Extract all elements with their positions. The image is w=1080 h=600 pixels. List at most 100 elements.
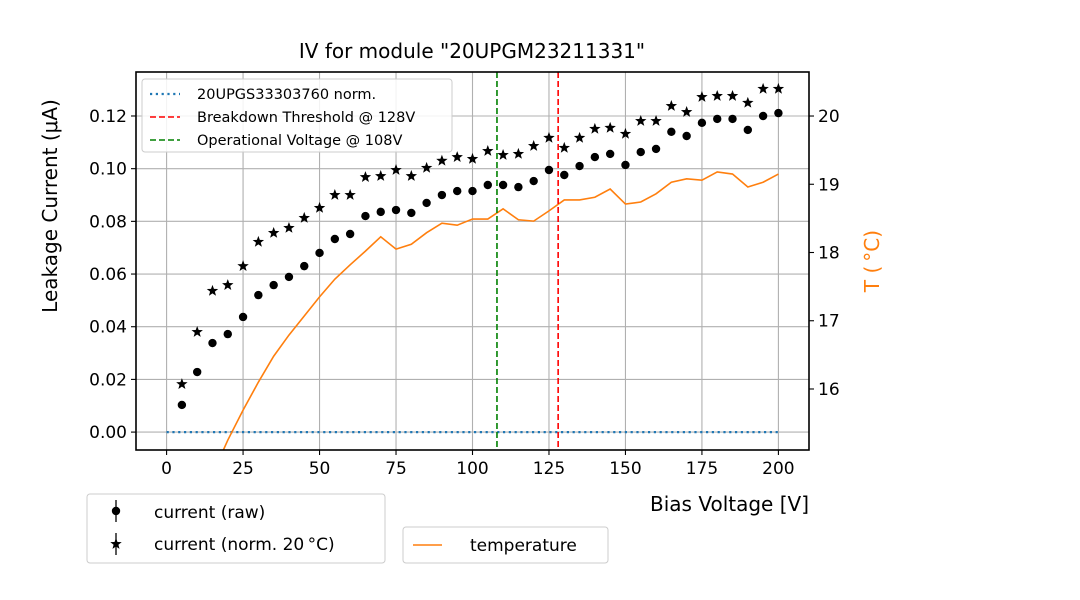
raw-current-point (453, 186, 462, 196)
y-tick-label: 0.12 (89, 107, 127, 127)
raw-current-point (376, 207, 385, 217)
raw-current-point (269, 280, 278, 290)
raw-current-point (422, 198, 431, 208)
legend-lower-left: current (raw) current (norm. 20 °C) (86, 493, 386, 564)
raw-current-point (177, 400, 187, 410)
raw-current-point (605, 149, 615, 159)
raw-current-point (300, 261, 309, 271)
legend-marker-norm (110, 533, 122, 555)
y-tick-label: 0.02 (89, 370, 127, 390)
legend-label-reference: 20UPGS33303760 norm. (197, 87, 376, 103)
legend-label-temperature: temperature (470, 536, 577, 556)
raw-current-point (437, 190, 447, 200)
norm-current-point (696, 91, 708, 102)
raw-current-point (468, 186, 477, 196)
legend-label-breakdown: Breakdown Threshold @ 128V (197, 110, 415, 126)
raw-current-point (697, 118, 707, 128)
raw-current-point (330, 234, 340, 244)
x-tick-label: 25 (232, 459, 254, 479)
legend-lower-right: temperature (402, 526, 609, 564)
norm-current-point (527, 140, 540, 151)
raw-current-point (774, 108, 783, 118)
norm-current-point (344, 189, 356, 200)
raw-current-point (636, 147, 645, 157)
y-tick-label: 0.10 (89, 160, 127, 180)
raw-current-point (254, 290, 263, 300)
norm-current-point (252, 235, 265, 247)
norm-current-point (711, 89, 723, 101)
y-tick-label: 0.08 (89, 212, 127, 232)
norm-current-point (420, 161, 433, 173)
x-tick-label: 150 (609, 459, 641, 479)
y2-tick-label: 17 (818, 312, 840, 332)
legend-lower-right-frame (402, 526, 609, 564)
norm-current-point (298, 211, 310, 223)
raw-current-point (315, 248, 324, 258)
norm-current-point (482, 145, 494, 156)
norm-current-point (375, 170, 387, 181)
y-tick-label: 0.00 (89, 423, 127, 443)
data-layer (166, 72, 785, 450)
raw-current-point (758, 111, 768, 121)
norm-current-point (742, 96, 754, 108)
norm-current-point (191, 325, 203, 337)
norm-current-point (359, 171, 372, 182)
norm-current-point (390, 163, 402, 175)
raw-current-point (682, 131, 691, 141)
norm-current-point (635, 115, 647, 126)
raw-current-point (544, 165, 554, 175)
raw-current-point (575, 161, 584, 171)
norm-current-point (497, 148, 509, 160)
y2-axis-label: T ( °C) (860, 230, 884, 293)
legend-label-raw: current (raw) (154, 503, 265, 523)
x-tick-label: 50 (309, 459, 331, 479)
raw-current-point (728, 114, 737, 124)
raw-current-point (590, 152, 600, 162)
raw-current-point (713, 114, 722, 124)
raw-current-point (223, 329, 232, 339)
y-tick-label: 0.04 (89, 318, 127, 338)
chart-title: IV for module "20UPGM23211331" (299, 39, 645, 63)
legend-marker-raw (111, 500, 121, 522)
x-tick-label: 0 (161, 459, 172, 479)
raw-current-point (483, 180, 492, 190)
y2-tick-label: 18 (818, 244, 840, 264)
norm-current-point (604, 121, 616, 133)
raw-current-point (743, 125, 753, 135)
legend-label-operational: Operational Voltage @ 108V (197, 133, 402, 149)
raw-current-point (391, 205, 401, 215)
norm-current-point (619, 127, 632, 139)
ticks: 0 25 50 75 100 125 150 175 200 0.00 0.02 0.04 0.06 0.… (89, 107, 840, 479)
norm-current-point (665, 99, 678, 111)
x-tick-label: 125 (533, 459, 565, 479)
raw-current-point (498, 180, 508, 190)
x-tick-label: 175 (686, 459, 718, 479)
norm-current-point (680, 106, 693, 117)
raw-current-point (361, 211, 370, 221)
y-axis-label: Leakage Current (μA) (38, 99, 62, 313)
raw-current-point (667, 127, 676, 136)
norm-current-point (313, 201, 326, 213)
norm-current-point (512, 147, 525, 159)
norm-current-point (267, 226, 280, 238)
norm-current-point (206, 284, 219, 296)
raw-current-point (192, 367, 202, 377)
x-tick-label: 75 (385, 459, 407, 479)
norm-current-point (283, 221, 295, 233)
norm-current-point (589, 122, 601, 134)
raw-current-point (284, 272, 294, 282)
norm-current-point (237, 260, 249, 271)
y-tick-label: 0.06 (89, 265, 127, 285)
raw-current-point (651, 144, 661, 154)
y2-tick-label: 19 (818, 175, 840, 195)
raw-current-point (208, 338, 217, 348)
norm-current-point (451, 151, 463, 162)
norm-current-point (543, 131, 555, 143)
y2-tick-label: 16 (818, 380, 840, 400)
norm-current-point (222, 279, 234, 290)
norm-current-point (466, 152, 479, 164)
norm-current-point (558, 141, 570, 153)
norm-current-point (573, 131, 586, 143)
norm-current-point (650, 115, 662, 126)
raw-current-point (238, 312, 248, 322)
